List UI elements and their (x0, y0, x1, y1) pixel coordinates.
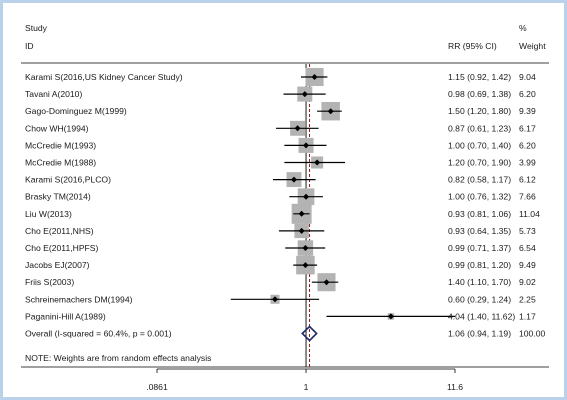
study-label: Karami S(2016,PLCO) (25, 175, 111, 185)
point-estimate (303, 142, 310, 149)
confidence-intervals (230, 76, 456, 317)
rr-ci-value: 1.50 (1.20, 1.80) (448, 106, 511, 116)
rr-ci-value: 1.40 (1.10, 1.70) (448, 277, 511, 287)
point-estimate (271, 296, 278, 303)
rr-ci-value: 0.98 (0.69, 1.38) (448, 89, 511, 99)
weight-value: 2.25 (519, 294, 536, 304)
point-estimate (298, 210, 305, 217)
overall-weight-value: 100.00 (519, 329, 546, 339)
point-estimate (314, 159, 321, 166)
study-text: Karami S(2016,US Kidney Cancer Study) 1.1… (25, 72, 546, 339)
header-weight: Weight (519, 41, 546, 51)
point-estimate (387, 313, 394, 320)
rr-ci-value: 4.04 (1.40, 11.62) (448, 311, 515, 321)
rr-ci-value: 0.87 (0.61, 1.23) (448, 123, 511, 133)
study-label: Chow WH(1994) (25, 123, 89, 133)
rr-ci-value: 1.15 (0.92, 1.42) (448, 72, 511, 82)
weight-value: 3.99 (519, 158, 536, 168)
study-label: Schreinemachers DM(1994) (25, 294, 133, 304)
study-label: Paganini-Hill A(1989) (25, 311, 106, 321)
study-label: Liu W(2013) (25, 209, 72, 219)
rr-ci-value: 1.20 (0.70, 1.90) (448, 158, 511, 168)
footer-note: NOTE: Weights are from random effects an… (25, 353, 211, 363)
study-label: Friis S(2003) (25, 277, 74, 287)
study-label: McCredie M(1993) (25, 140, 96, 150)
study-label: Gago-Dominguez M(1999) (25, 106, 127, 116)
weight-value: 9.04 (519, 72, 536, 82)
weight-value: 9.49 (519, 260, 536, 270)
weight-value: 1.17 (519, 311, 536, 321)
x-axis: .0861 1 11.6 (146, 368, 463, 392)
study-label: Tavani A(2010) (25, 89, 82, 99)
study-label: McCredie M(1988) (25, 158, 96, 168)
x-tick-label: 1 (304, 382, 309, 392)
rr-ci-value: 0.60 (0.29, 1.24) (448, 294, 511, 304)
weight-value: 11.04 (519, 209, 540, 219)
overall-label: Overall (I-squared = 60.4%, p = 0.001) (25, 329, 172, 339)
weight-value: 6.20 (519, 140, 536, 150)
rr-ci-value: 0.99 (0.81, 1.20) (448, 260, 511, 270)
point-estimate (327, 108, 334, 115)
point-estimate (311, 74, 318, 80)
rr-ci-value: 1.00 (0.76, 1.32) (448, 192, 511, 202)
point-estimate (302, 245, 309, 251)
weight-value: 6.17 (519, 123, 536, 133)
rr-ci-value: 0.82 (0.58, 1.17) (448, 175, 511, 185)
study-label: Brasky TM(2014) (25, 192, 91, 202)
study-label: Karami S(2016,US Kidney Cancer Study) (25, 72, 183, 82)
study-label: Cho E(2011,HPFS) (25, 243, 99, 253)
point-estimate (302, 262, 309, 269)
weight-value: 9.02 (519, 277, 536, 287)
rr-ci-value: 1.00 (0.70, 1.40) (448, 140, 511, 150)
weight-value: 9.39 (519, 106, 536, 116)
header-id: ID (25, 41, 34, 51)
weight-value: 6.54 (519, 243, 536, 253)
point-estimate (294, 125, 301, 132)
weight-value: 6.12 (519, 175, 536, 185)
point-estimate (323, 279, 330, 286)
study-label: Jacobs EJ(2007) (25, 260, 90, 270)
point-estimate (301, 91, 308, 98)
weight-value: 6.20 (519, 89, 536, 99)
overall-rr-ci-value: 1.06 (0.94, 1.19) (448, 329, 511, 339)
x-tick-label: 11.6 (447, 382, 463, 392)
rr-ci-value: 0.93 (0.81, 1.06) (448, 209, 511, 219)
point-estimate (303, 193, 310, 200)
point-estimate (298, 227, 305, 234)
header-study: Study (25, 23, 48, 33)
study-label: Cho E(2011,NHS) (25, 226, 94, 236)
point-estimates (271, 74, 394, 342)
weight-value: 5.73 (519, 226, 536, 236)
point-estimate (290, 176, 297, 183)
header-percent: % (519, 23, 527, 33)
rr-ci-value: 0.93 (0.64, 1.35) (448, 226, 511, 236)
weight-value: 7.66 (519, 192, 536, 202)
header-rr: RR (95% CI) (448, 41, 497, 51)
rr-ci-value: 0.99 (0.71, 1.37) (448, 243, 511, 253)
x-tick-label: .0861 (146, 382, 168, 392)
overall-diamond (301, 325, 318, 342)
